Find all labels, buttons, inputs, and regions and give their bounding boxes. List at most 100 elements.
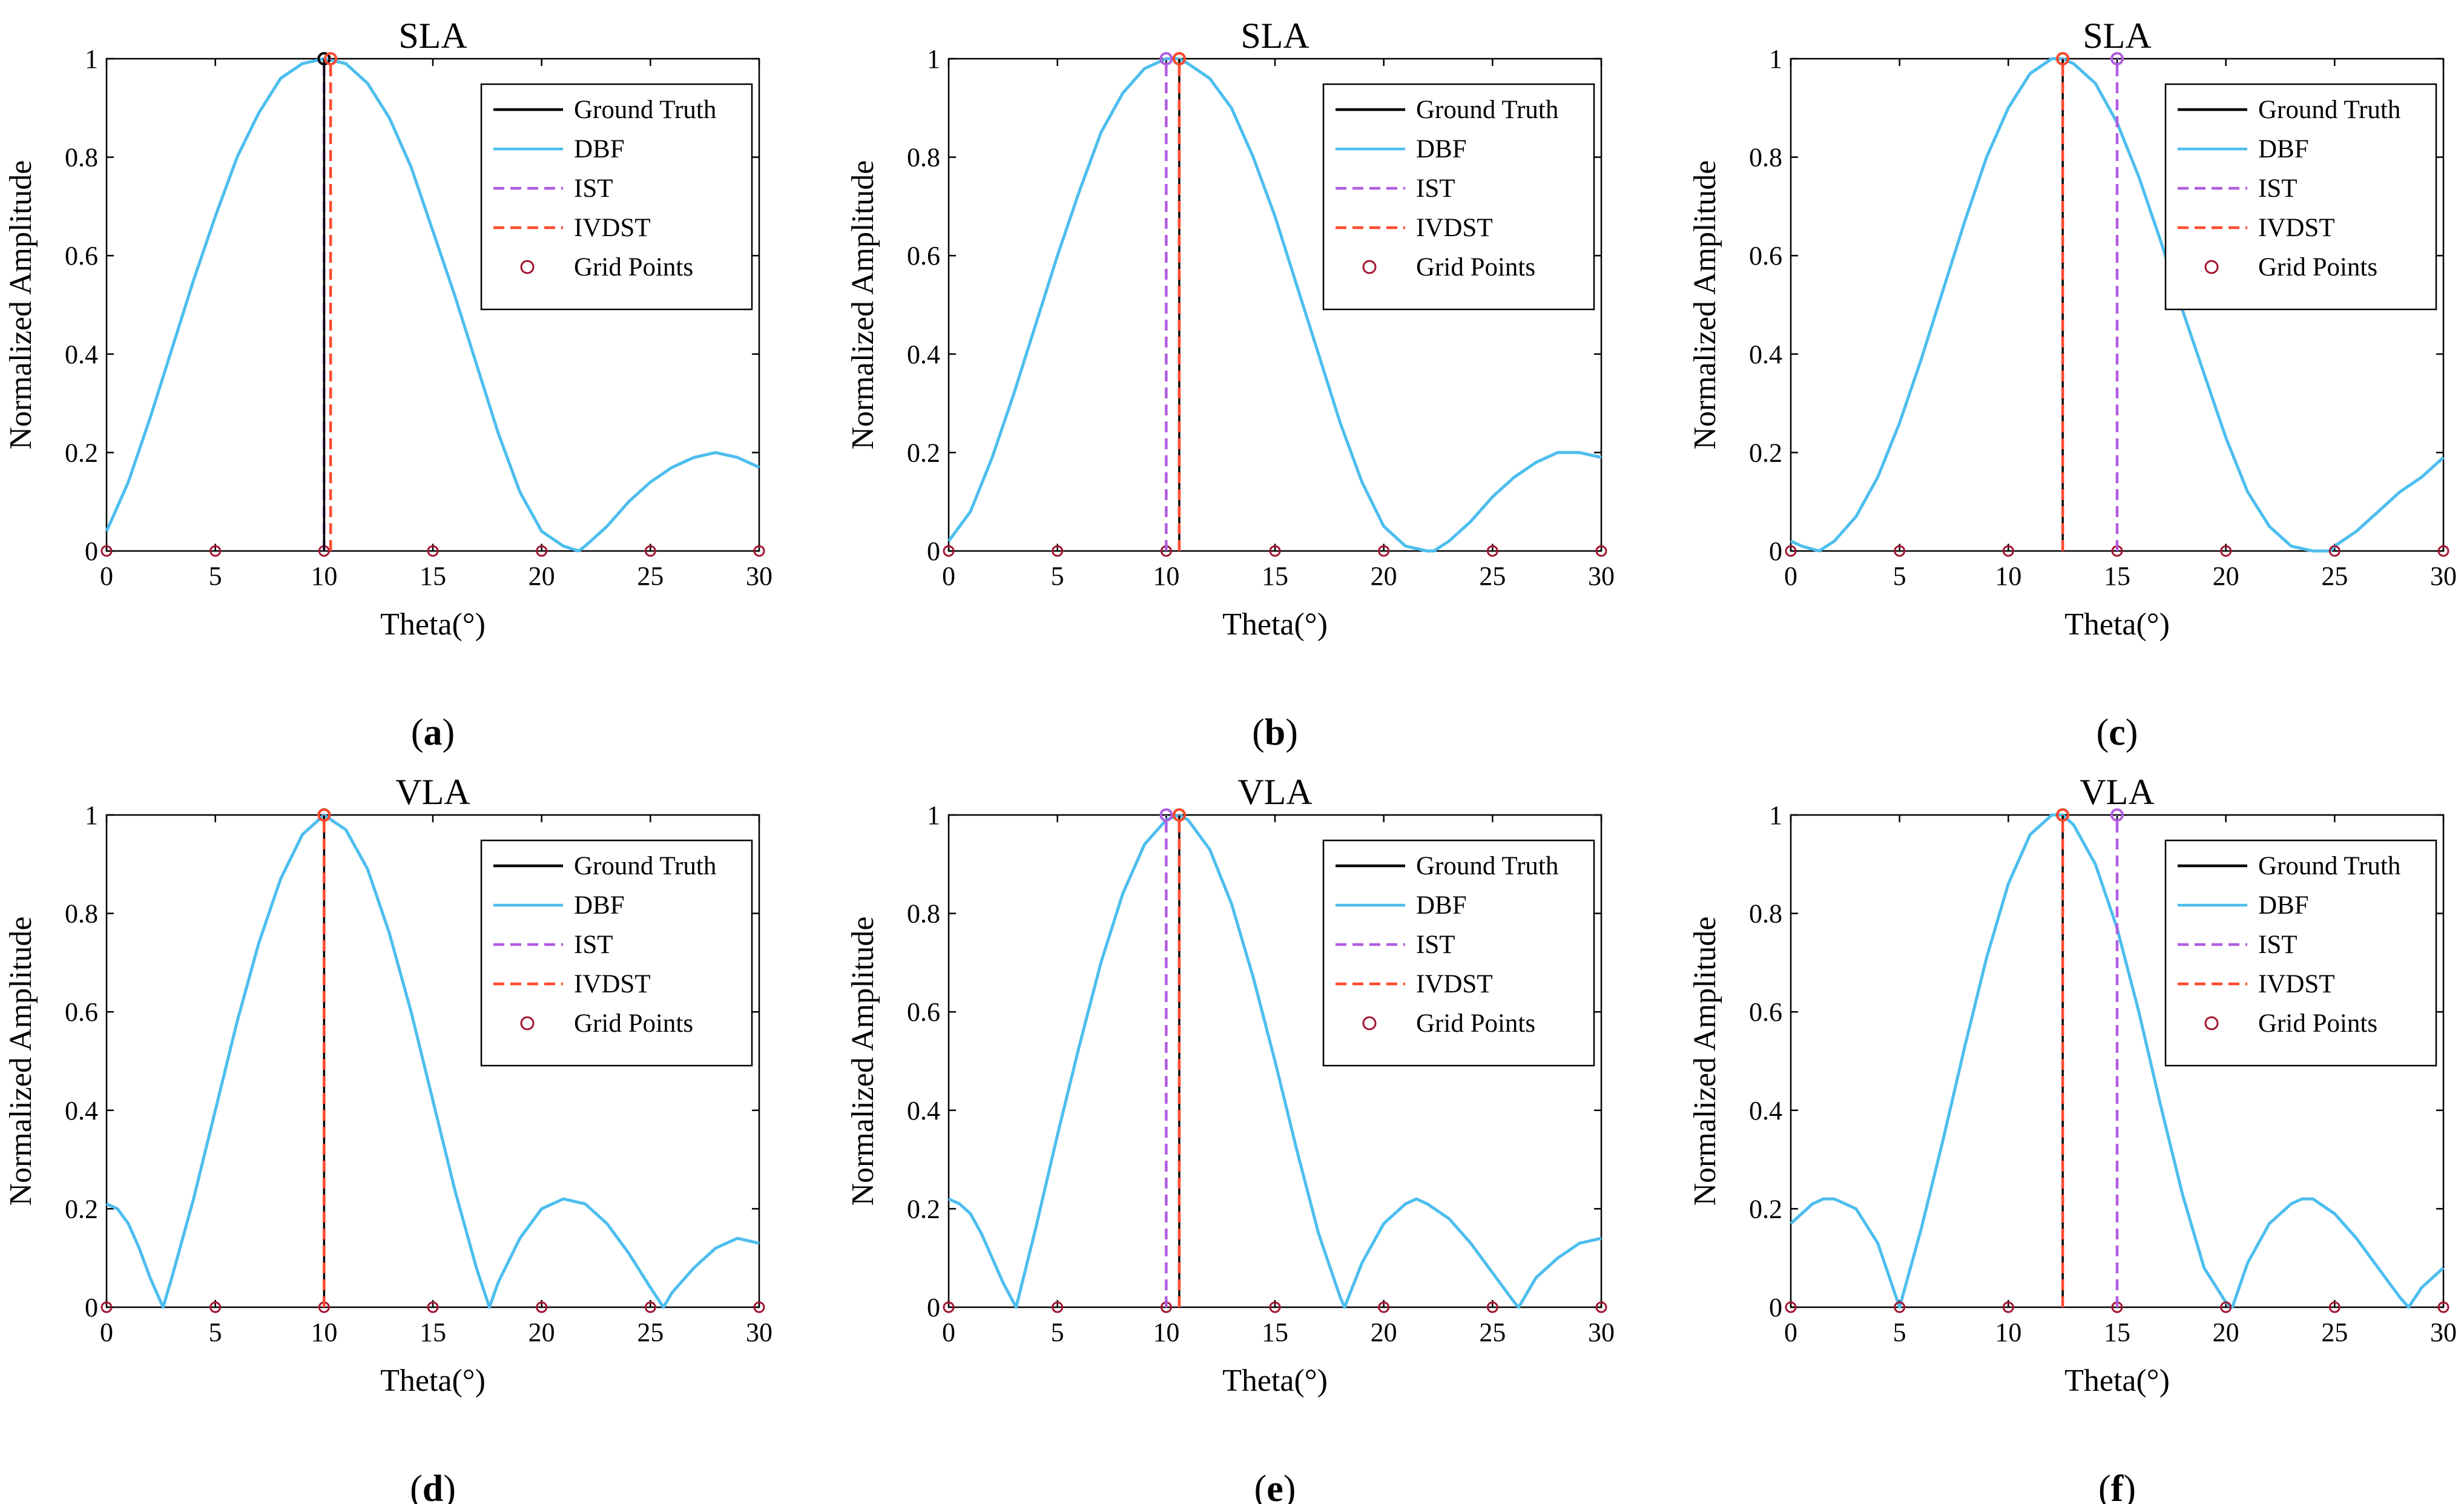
legend-ground-truth-label: Ground Truth xyxy=(574,852,716,880)
legend-box xyxy=(480,83,753,311)
x-tick-label: 30 xyxy=(1588,561,1615,591)
caption-letter: c xyxy=(2109,712,2126,753)
chart-title: VLA xyxy=(2080,772,2154,812)
legend-grid-points-swatch xyxy=(520,260,535,274)
y-tick-label: 0.2 xyxy=(907,1194,940,1224)
legend-ground-truth-label: Ground Truth xyxy=(2258,852,2400,880)
y-tick-label: 0.8 xyxy=(907,143,940,173)
x-tick-label: 0 xyxy=(100,1318,113,1347)
grid-point-marker xyxy=(100,1301,113,1313)
chart-title: SLA xyxy=(1240,16,1309,56)
caption-open-paren: ( xyxy=(2097,712,2109,753)
x-tick-label: 10 xyxy=(311,1318,337,1347)
y-axis-label: Normalized Amplitude xyxy=(4,160,38,449)
caption-close-paren: ) xyxy=(443,1468,456,1504)
y-tick-label: 1 xyxy=(1769,44,1782,74)
x-tick-label: 15 xyxy=(2104,1318,2130,1347)
grid-point-marker xyxy=(644,1301,656,1313)
ist-marker xyxy=(2110,808,2124,822)
grid-point-marker xyxy=(209,1301,222,1313)
grid-point-marker xyxy=(2002,1301,2014,1313)
y-tick-label: 0.4 xyxy=(1749,1096,1782,1126)
legend-grid-points-label: Grid Points xyxy=(574,1009,693,1038)
ist-marker xyxy=(1159,52,1173,65)
chart-title: VLA xyxy=(395,772,470,812)
grid-point-marker xyxy=(100,545,113,557)
x-tick-label: 10 xyxy=(311,561,337,591)
caption-close-paren: ) xyxy=(1283,1468,1296,1504)
legend-dbf-label: DBF xyxy=(574,135,625,163)
y-tick-label: 0.8 xyxy=(1749,143,1782,173)
grid-point-marker xyxy=(1378,1301,1390,1313)
dbf-curve xyxy=(105,813,760,1309)
ivdst-marker xyxy=(1172,808,1186,822)
y-tick-label: 0.4 xyxy=(907,1096,940,1126)
legend-ivdst-label: IVDST xyxy=(574,214,651,242)
panel-caption: (c) xyxy=(2097,712,2138,753)
x-axis-label: Theta(°) xyxy=(380,607,486,642)
legend-grid-points-label: Grid Points xyxy=(2258,253,2377,282)
grid-point-marker xyxy=(2220,1301,2232,1313)
grid-point-marker xyxy=(1269,1301,1281,1313)
grid-point-marker xyxy=(1595,1301,1607,1313)
legend-ground-truth-label: Ground Truth xyxy=(1416,852,1558,880)
panel-a: 0 5 10 15 20 25 30 0 0.2 0.4 0.6 0.8 1 Theta(°) Normal… xyxy=(4,16,772,753)
y-tick-label: 0.8 xyxy=(1749,899,1782,929)
grid-point-marker xyxy=(2437,545,2449,557)
y-tick-label: 0.2 xyxy=(65,438,98,467)
ist-marker xyxy=(2110,52,2124,65)
grid-point-marker xyxy=(2328,1301,2340,1313)
caption-close-paren: ) xyxy=(1285,712,1298,753)
legend: Ground Truth DBF IST IVDST Grid Points xyxy=(1322,839,1595,1067)
caption-letter: e xyxy=(1267,1468,1283,1504)
y-tick-label: 0.6 xyxy=(65,241,98,271)
x-tick-label: 5 xyxy=(1051,1318,1064,1347)
y-tick-label: 0.4 xyxy=(1749,340,1782,369)
y-tick-label: 1 xyxy=(927,44,940,74)
grid-point-marker xyxy=(1894,1301,1906,1313)
y-axis-label: Normalized Amplitude xyxy=(846,160,880,449)
x-tick-label: 20 xyxy=(2213,1318,2239,1347)
chart-title: VLA xyxy=(1237,772,1312,812)
grid-point-marker xyxy=(753,1301,765,1313)
panel-b: 0 5 10 15 20 25 30 0 0.2 0.4 0.6 0.8 1 Theta(°) Normal… xyxy=(846,16,1615,753)
legend-ivdst-label: IVDST xyxy=(574,970,651,998)
caption-open-paren: ( xyxy=(410,1468,423,1504)
legend-box xyxy=(2164,83,2437,311)
legend: Ground Truth DBF IST IVDST Grid Points xyxy=(2164,839,2437,1067)
y-tick-label: 0.4 xyxy=(907,340,940,369)
grid-point-marker xyxy=(1052,1301,1064,1313)
y-tick-label: 0.6 xyxy=(65,997,98,1027)
grid-point-marker xyxy=(1269,545,1281,557)
x-tick-label: 0 xyxy=(942,1318,955,1347)
legend-ivdst-label: IVDST xyxy=(2258,970,2335,998)
legend-ist-label: IST xyxy=(1416,931,1455,959)
x-tick-label: 25 xyxy=(2321,561,2348,591)
legend-grid-points-label: Grid Points xyxy=(1416,253,1535,282)
legend-ist-label: IST xyxy=(574,174,613,203)
legend: Ground Truth DBF IST IVDST Grid Points xyxy=(480,83,753,311)
legend-grid-points-swatch xyxy=(2204,1016,2219,1031)
ivdst-marker xyxy=(1172,52,1186,65)
grid-point-marker xyxy=(1052,545,1064,557)
caption-close-paren: ) xyxy=(2126,712,2138,753)
x-tick-label: 25 xyxy=(1479,561,1506,591)
x-tick-label: 30 xyxy=(2430,561,2457,591)
dbf-curve xyxy=(105,57,760,553)
legend-ground-truth-label: Ground Truth xyxy=(1416,96,1558,124)
legend-grid-points-swatch xyxy=(520,1016,535,1031)
legend-ivdst-label: IVDST xyxy=(1416,214,1493,242)
caption-open-paren: ( xyxy=(2098,1468,2111,1504)
legend-grid-points-label: Grid Points xyxy=(1416,1009,1535,1038)
y-tick-label: 0 xyxy=(1769,536,1782,566)
x-axis-label: Theta(°) xyxy=(2064,1364,2170,1398)
y-tick-label: 0.2 xyxy=(1749,1194,1782,1224)
x-axis-label: Theta(°) xyxy=(2064,607,2170,642)
legend-ist-label: IST xyxy=(2258,931,2298,959)
legend-grid-points-label: Grid Points xyxy=(2258,1009,2377,1038)
x-tick-label: 15 xyxy=(420,561,446,591)
y-tick-label: 0 xyxy=(927,1293,940,1322)
x-tick-label: 25 xyxy=(637,1318,664,1347)
legend-grid-points-swatch xyxy=(1362,1016,1377,1031)
grid-point-marker xyxy=(2220,545,2232,557)
